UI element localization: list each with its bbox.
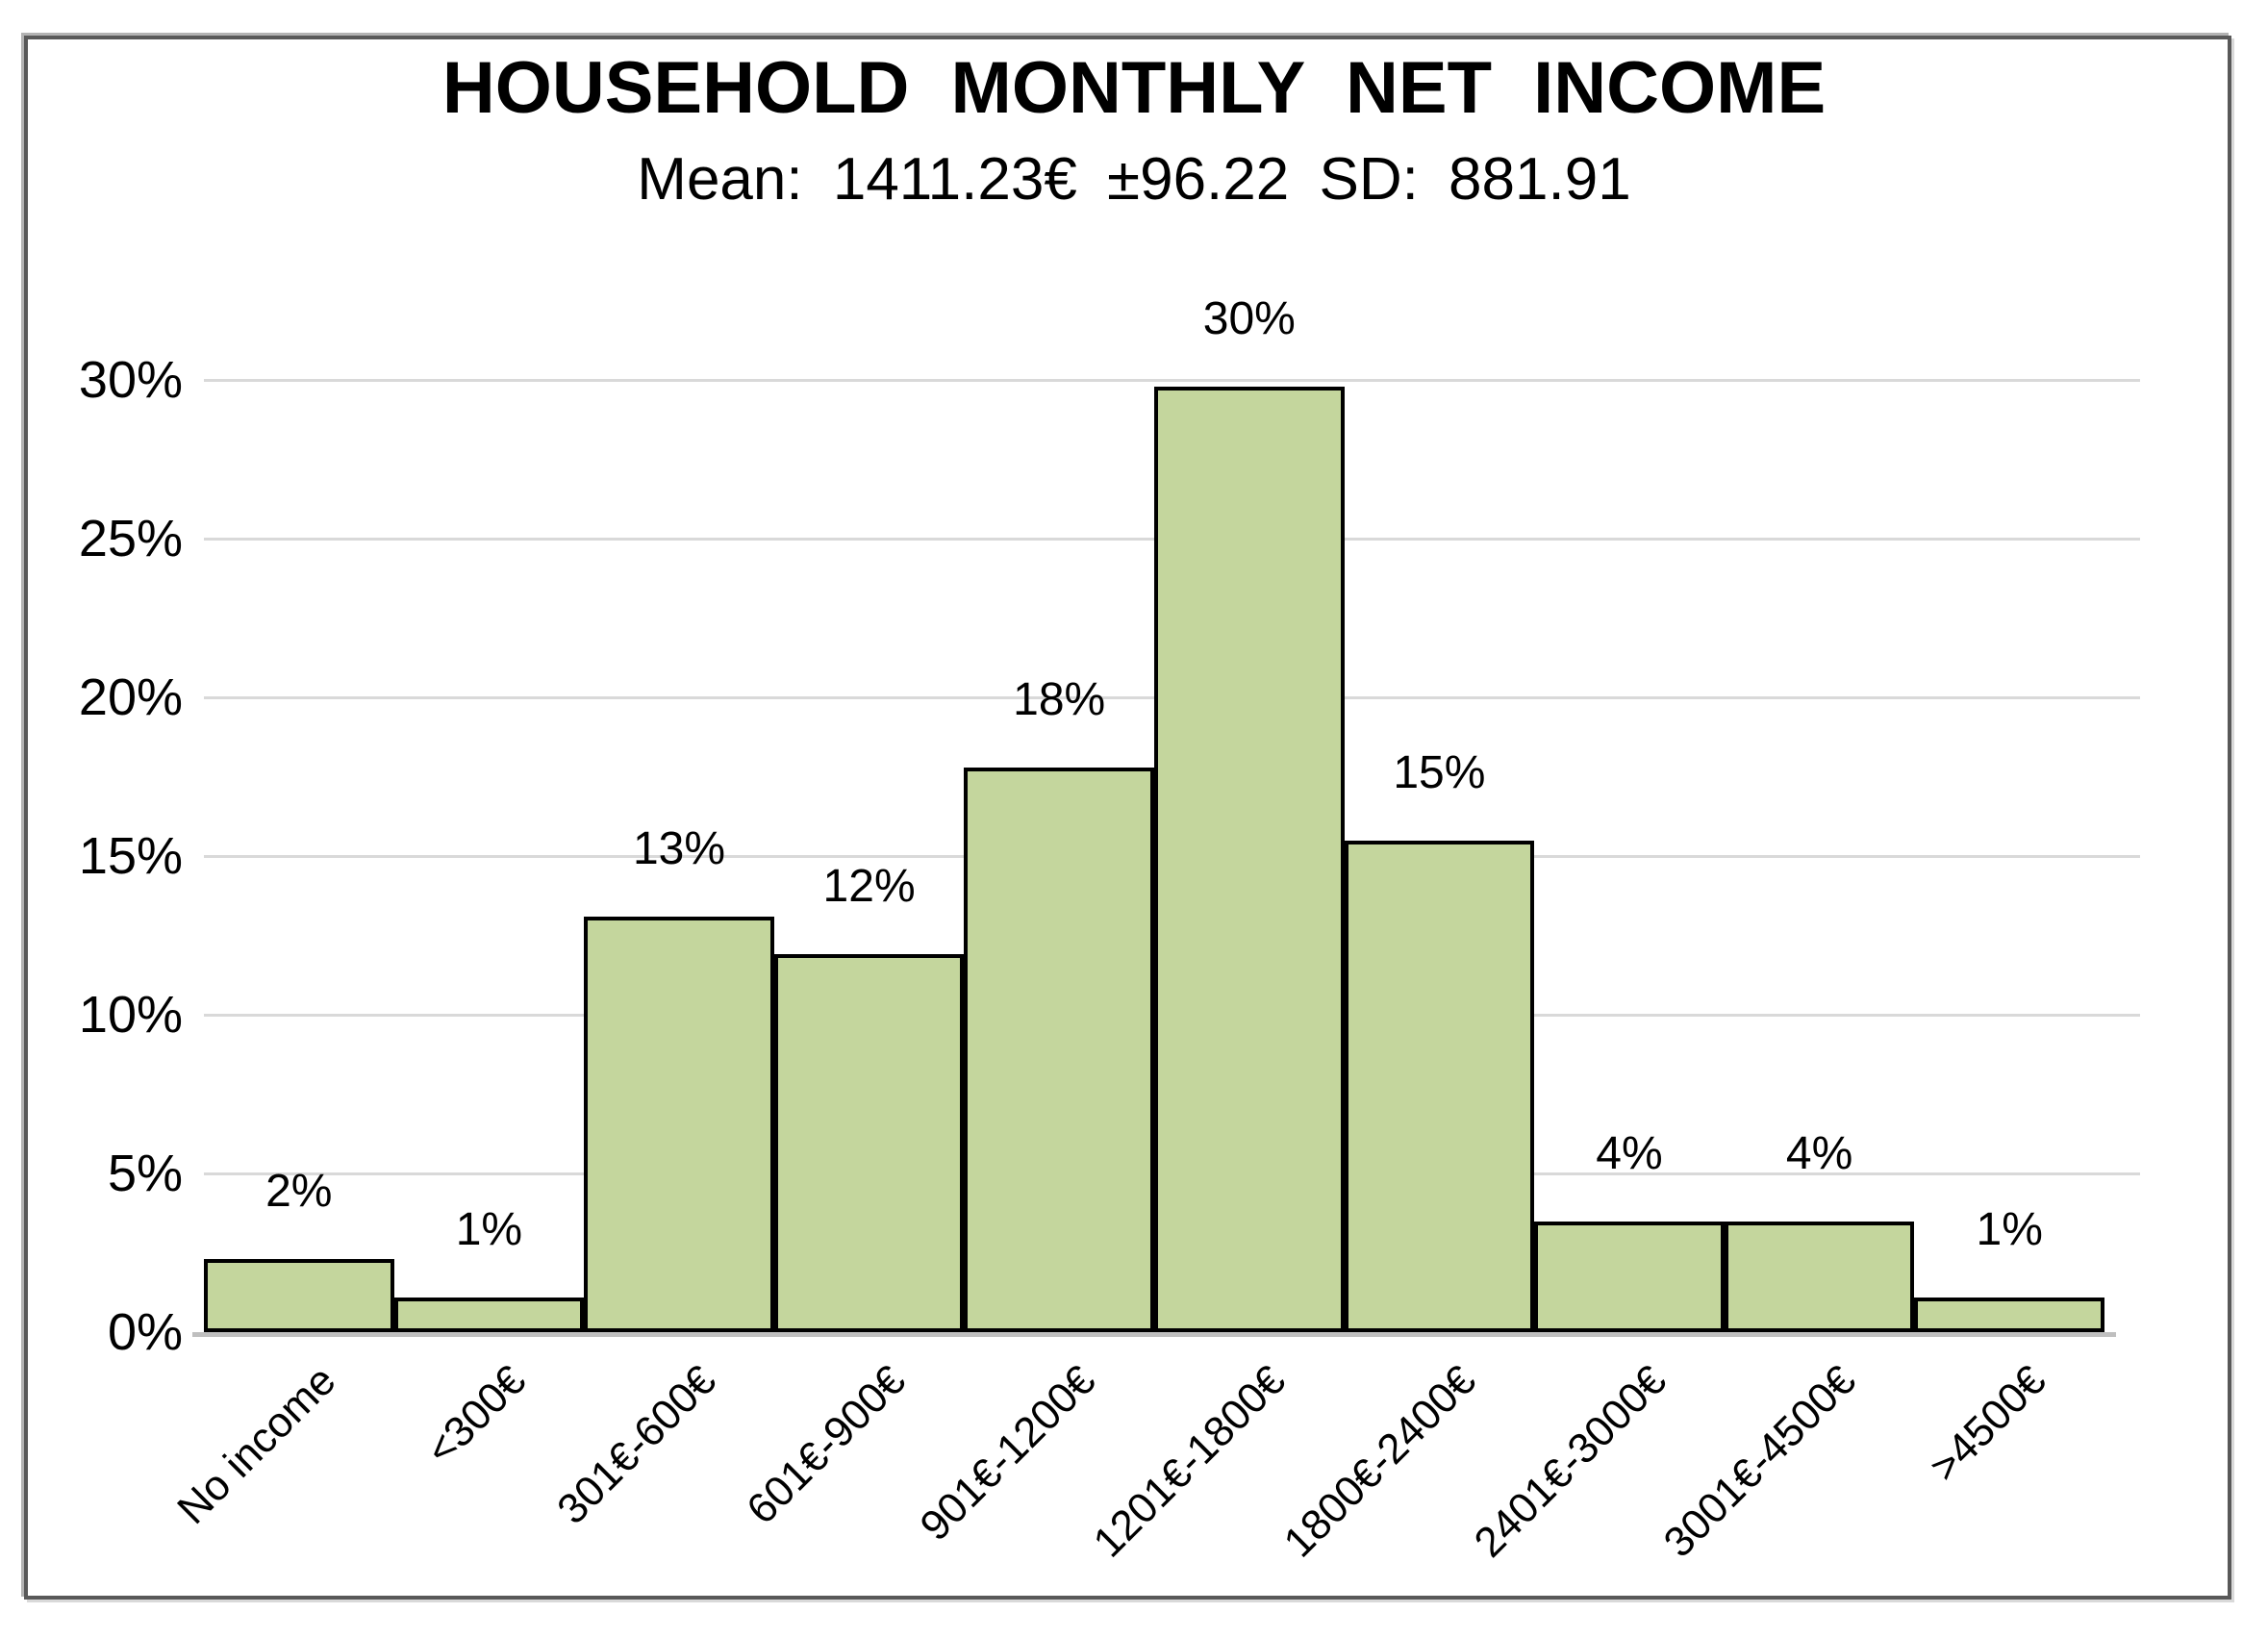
bar-value-label: 4% (1785, 1127, 1853, 1179)
chart-subtitle: Mean: 1411.23€ ±96.22 SD: 881.91 (637, 146, 1631, 213)
bar (1534, 1221, 1725, 1332)
bar-value-label: 12% (822, 861, 916, 913)
x-axis-line (192, 1332, 2116, 1337)
y-axis-tick-label: 30% (78, 351, 183, 409)
y-axis-tick-label: 15% (78, 827, 183, 885)
chart-title: HOUSEHOLD MONTHLY NET INCOME (441, 47, 1827, 129)
bar (1914, 1297, 2104, 1332)
y-axis-tick-label: 25% (78, 510, 183, 567)
bar-value-label: 1% (455, 1203, 523, 1255)
y-axis-tick-label: 5% (107, 1145, 183, 1202)
gridline (204, 379, 2140, 382)
bar-value-label: 4% (1596, 1127, 1663, 1179)
bar (1724, 1221, 1915, 1332)
bar-value-label: 15% (1393, 746, 1486, 798)
bar (964, 767, 1154, 1332)
bar (773, 954, 965, 1332)
bar (1154, 386, 1345, 1332)
bar (1344, 840, 1535, 1332)
bar (393, 1297, 585, 1332)
bar (204, 1259, 394, 1332)
bar-value-label: 1% (1976, 1203, 2043, 1255)
bar-value-label: 2% (265, 1166, 333, 1218)
y-axis-tick-label: 0% (107, 1303, 183, 1361)
bar-value-label: 13% (632, 822, 726, 874)
bar-value-label: 18% (1013, 673, 1106, 725)
bar-value-label: 30% (1202, 292, 1296, 344)
y-axis-tick-label: 10% (78, 986, 183, 1044)
bar (584, 916, 774, 1332)
y-axis-tick-label: 20% (78, 668, 183, 726)
